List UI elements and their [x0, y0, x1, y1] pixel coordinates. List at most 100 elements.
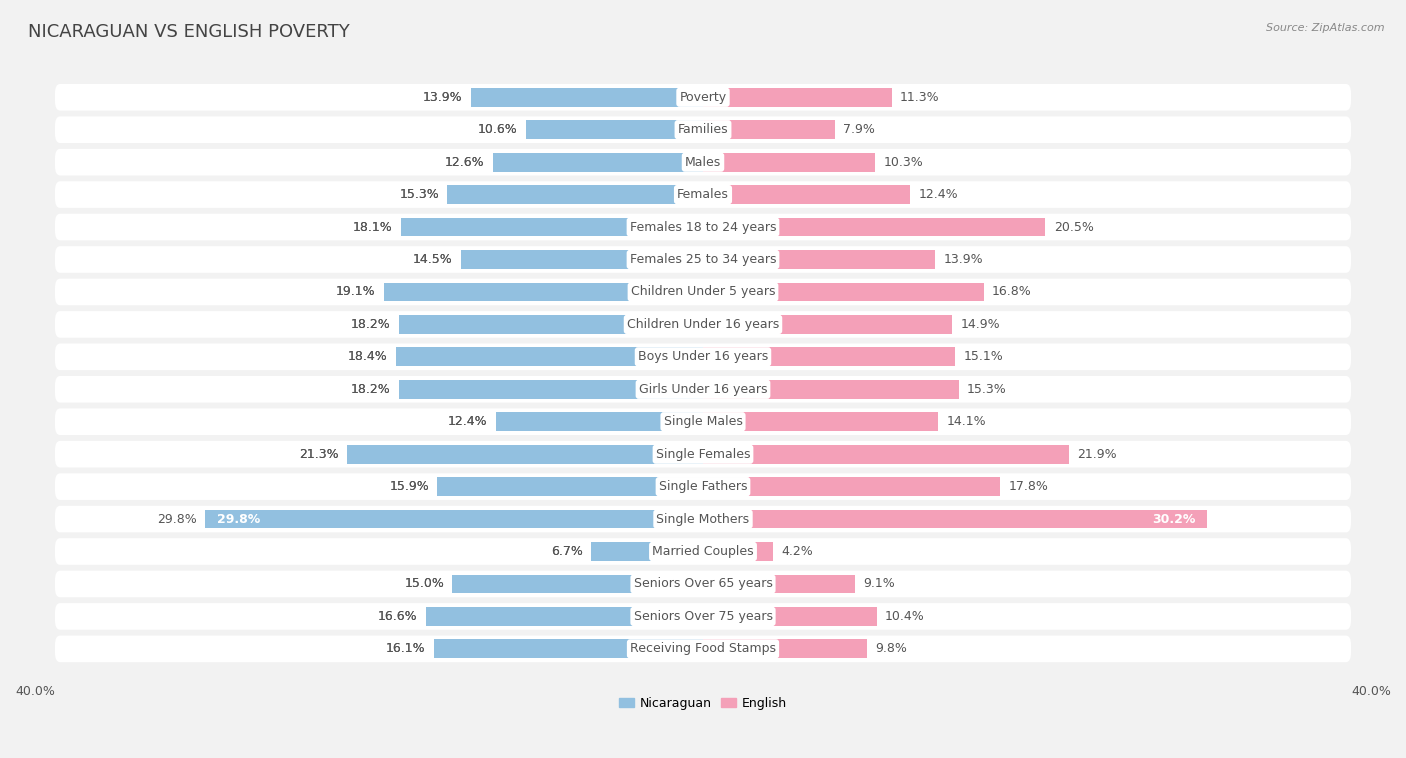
Text: 15.3%: 15.3%: [967, 383, 1007, 396]
FancyBboxPatch shape: [55, 603, 1351, 630]
Text: 15.3%: 15.3%: [399, 188, 439, 201]
Text: 18.2%: 18.2%: [352, 318, 391, 331]
Bar: [703, 185, 910, 204]
Text: 14.1%: 14.1%: [946, 415, 987, 428]
Bar: [526, 121, 703, 139]
Bar: [461, 250, 703, 269]
Text: 30.2%: 30.2%: [1153, 512, 1195, 525]
Text: 18.2%: 18.2%: [352, 318, 391, 331]
Text: 14.5%: 14.5%: [413, 253, 453, 266]
Text: Females: Females: [678, 188, 728, 201]
Text: 9.8%: 9.8%: [875, 642, 907, 656]
FancyBboxPatch shape: [55, 246, 1351, 273]
Bar: [447, 185, 703, 204]
Text: 21.3%: 21.3%: [299, 448, 339, 461]
Bar: [399, 315, 703, 334]
Text: Source: ZipAtlas.com: Source: ZipAtlas.com: [1267, 23, 1385, 33]
Bar: [496, 412, 703, 431]
Bar: [703, 542, 773, 561]
Text: 10.6%: 10.6%: [478, 124, 517, 136]
Text: 11.3%: 11.3%: [900, 91, 939, 104]
FancyBboxPatch shape: [55, 149, 1351, 175]
Text: 13.9%: 13.9%: [943, 253, 983, 266]
Bar: [703, 121, 835, 139]
Text: 21.3%: 21.3%: [299, 448, 339, 461]
Text: Single Males: Single Males: [664, 415, 742, 428]
Bar: [426, 607, 703, 626]
FancyBboxPatch shape: [55, 117, 1351, 143]
Text: 21.9%: 21.9%: [1077, 448, 1116, 461]
Text: 15.1%: 15.1%: [963, 350, 1004, 363]
Text: 10.3%: 10.3%: [883, 155, 924, 169]
Text: Males: Males: [685, 155, 721, 169]
Text: 13.9%: 13.9%: [423, 91, 463, 104]
Text: Boys Under 16 years: Boys Under 16 years: [638, 350, 768, 363]
Bar: [703, 640, 866, 658]
Bar: [703, 218, 1046, 236]
Bar: [703, 412, 938, 431]
Text: Females 18 to 24 years: Females 18 to 24 years: [630, 221, 776, 233]
Text: 20.5%: 20.5%: [1053, 221, 1094, 233]
FancyBboxPatch shape: [55, 538, 1351, 565]
Text: 15.0%: 15.0%: [405, 578, 444, 590]
FancyBboxPatch shape: [55, 343, 1351, 370]
Text: 7.9%: 7.9%: [844, 124, 875, 136]
Text: 13.9%: 13.9%: [423, 91, 463, 104]
Text: Married Couples: Married Couples: [652, 545, 754, 558]
Text: 9.1%: 9.1%: [863, 578, 896, 590]
Text: 12.4%: 12.4%: [449, 415, 488, 428]
Text: Girls Under 16 years: Girls Under 16 years: [638, 383, 768, 396]
Text: 12.6%: 12.6%: [444, 155, 484, 169]
Bar: [434, 640, 703, 658]
Text: Single Mothers: Single Mothers: [657, 512, 749, 525]
Text: 18.1%: 18.1%: [353, 221, 392, 233]
Text: 12.4%: 12.4%: [918, 188, 957, 201]
Legend: Nicaraguan, English: Nicaraguan, English: [614, 691, 792, 715]
FancyBboxPatch shape: [55, 409, 1351, 435]
Bar: [492, 153, 703, 171]
Text: 16.1%: 16.1%: [387, 642, 426, 656]
Text: Families: Families: [678, 124, 728, 136]
Text: Children Under 5 years: Children Under 5 years: [631, 286, 775, 299]
Text: 16.8%: 16.8%: [993, 286, 1032, 299]
Text: 19.1%: 19.1%: [336, 286, 375, 299]
Text: 16.6%: 16.6%: [378, 610, 418, 623]
FancyBboxPatch shape: [55, 84, 1351, 111]
Text: 16.6%: 16.6%: [378, 610, 418, 623]
FancyBboxPatch shape: [55, 376, 1351, 402]
Text: Seniors Over 65 years: Seniors Over 65 years: [634, 578, 772, 590]
Bar: [703, 153, 875, 171]
Bar: [395, 347, 703, 366]
Text: 15.3%: 15.3%: [399, 188, 439, 201]
Bar: [437, 478, 703, 496]
Bar: [471, 88, 703, 107]
Text: 29.8%: 29.8%: [217, 512, 260, 525]
Text: Poverty: Poverty: [679, 91, 727, 104]
FancyBboxPatch shape: [55, 441, 1351, 468]
Text: 15.9%: 15.9%: [389, 480, 429, 493]
FancyBboxPatch shape: [55, 473, 1351, 500]
FancyBboxPatch shape: [55, 181, 1351, 208]
Text: 18.1%: 18.1%: [353, 221, 392, 233]
Text: 18.4%: 18.4%: [347, 350, 387, 363]
Bar: [703, 88, 891, 107]
Text: 6.7%: 6.7%: [551, 545, 582, 558]
Text: Receiving Food Stamps: Receiving Food Stamps: [630, 642, 776, 656]
FancyBboxPatch shape: [55, 506, 1351, 532]
Text: 4.2%: 4.2%: [782, 545, 813, 558]
Text: 18.2%: 18.2%: [352, 383, 391, 396]
Text: 29.8%: 29.8%: [157, 512, 197, 525]
Text: 17.8%: 17.8%: [1008, 480, 1049, 493]
Text: 10.6%: 10.6%: [478, 124, 517, 136]
Text: Single Fathers: Single Fathers: [659, 480, 747, 493]
Bar: [703, 575, 855, 594]
Text: Females 25 to 34 years: Females 25 to 34 years: [630, 253, 776, 266]
Bar: [703, 445, 1069, 464]
Bar: [399, 380, 703, 399]
FancyBboxPatch shape: [55, 635, 1351, 662]
Text: 6.7%: 6.7%: [551, 545, 582, 558]
Text: Single Females: Single Females: [655, 448, 751, 461]
Text: NICARAGUAN VS ENGLISH POVERTY: NICARAGUAN VS ENGLISH POVERTY: [28, 23, 350, 41]
Bar: [703, 509, 1208, 528]
Bar: [347, 445, 703, 464]
